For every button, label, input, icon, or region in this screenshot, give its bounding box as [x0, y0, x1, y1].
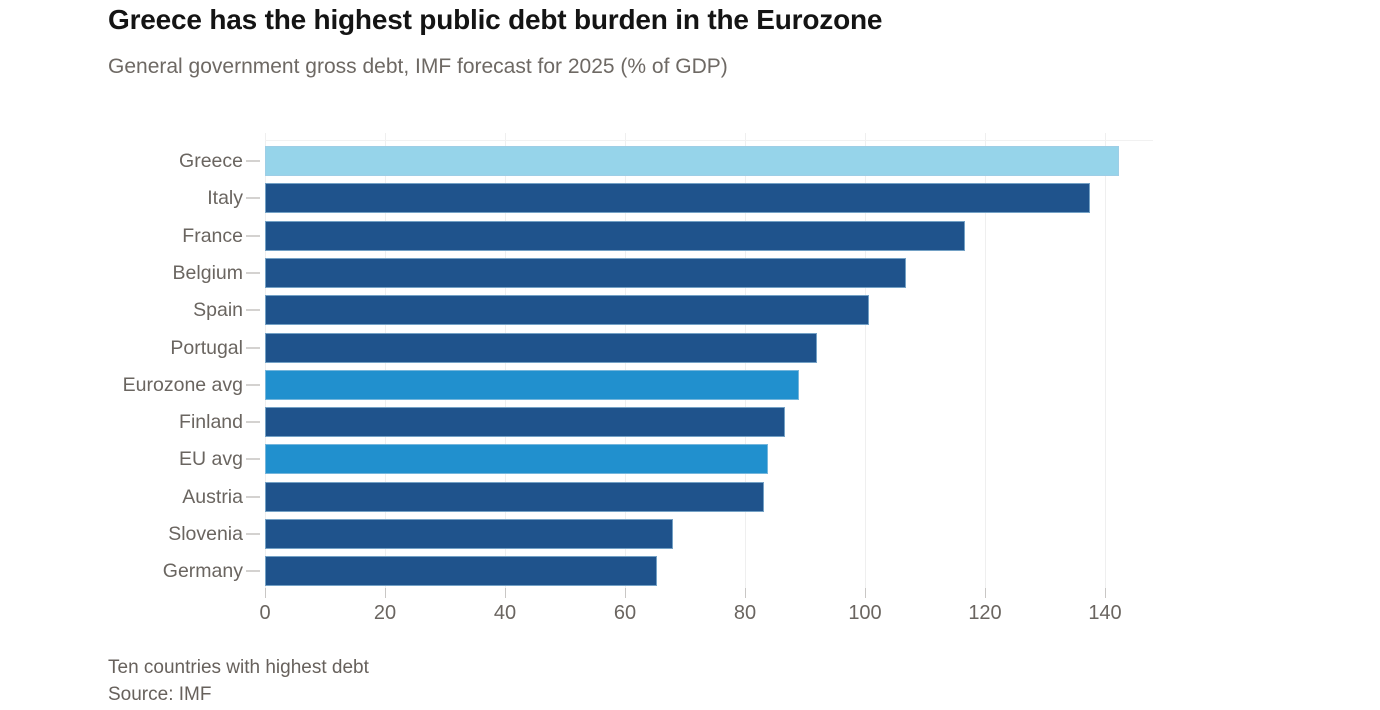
x-axis-tick-label-0: 0	[259, 602, 271, 624]
gridline-100	[865, 133, 866, 588]
x-axis-tick-120	[985, 588, 986, 598]
x-axis-tick-label-100: 100	[848, 602, 882, 624]
category-label-slovenia: Slovenia	[168, 523, 243, 545]
category-label-eurozone-avg: Eurozone avg	[122, 373, 243, 396]
x-axis-tick-80	[745, 588, 746, 598]
category-tick	[246, 197, 260, 200]
category-tick	[246, 346, 260, 349]
x-axis-tick-140	[1105, 588, 1106, 598]
footnote: Ten countries with highest debt	[108, 657, 369, 678]
x-axis-tick-label-120: 120	[968, 602, 1002, 624]
source: Source: IMF	[108, 684, 212, 705]
category-tick	[246, 495, 260, 498]
x-axis-tick-40	[505, 588, 506, 598]
category-tick	[246, 421, 260, 424]
plot-top-line	[265, 140, 1153, 141]
x-axis-tick-60	[625, 588, 626, 598]
category-tick	[246, 234, 260, 237]
x-axis-tick-100	[865, 588, 866, 598]
category-tick	[246, 570, 260, 573]
category-label-greece: Greece	[179, 150, 243, 172]
category-tick	[246, 309, 260, 312]
bar-italy	[265, 183, 1090, 214]
category-tick	[246, 458, 260, 461]
bar-slovenia	[265, 519, 673, 549]
category-label-austria: Austria	[182, 485, 243, 508]
x-axis-tick-label-40: 40	[493, 602, 517, 624]
category-label-spain: Spain	[193, 299, 243, 322]
bar-austria	[265, 481, 764, 512]
category-label-italy: Italy	[207, 187, 243, 210]
x-axis-tick-20	[385, 588, 386, 598]
bar-france	[265, 220, 965, 251]
category-tick	[246, 383, 260, 386]
category-label-portugal: Portugal	[170, 336, 243, 359]
bar-portugal	[265, 332, 817, 363]
bar-greece	[265, 146, 1119, 176]
bar-eu-avg	[265, 444, 769, 475]
chart-title: Greece has the highest public debt burde…	[108, 4, 883, 35]
gridline-140	[1105, 133, 1106, 588]
category-tick	[246, 271, 260, 274]
bar-eurozone-avg	[265, 369, 799, 400]
bar-germany	[265, 556, 658, 587]
bar-belgium	[265, 257, 906, 288]
category-label-germany: Germany	[162, 560, 243, 583]
x-axis-tick-0	[265, 588, 266, 598]
x-axis-tick-label-60: 60	[613, 602, 637, 624]
category-label-belgium: Belgium	[172, 261, 243, 284]
bar-finland	[265, 407, 785, 438]
category-tick	[246, 160, 260, 162]
x-axis-tick-label-20: 20	[373, 602, 397, 624]
category-tick	[246, 533, 260, 535]
bar-spain	[265, 295, 869, 326]
x-axis-tick-label-80: 80	[733, 602, 757, 624]
category-label-finland: Finland	[179, 411, 243, 434]
gridline-120	[985, 133, 986, 588]
x-axis-tick-label-140: 140	[1088, 602, 1122, 624]
chart-subtitle: General government gross debt, IMF forec…	[108, 55, 728, 78]
category-label-eu-avg: EU avg	[179, 448, 243, 471]
category-label-france: France	[182, 224, 243, 247]
